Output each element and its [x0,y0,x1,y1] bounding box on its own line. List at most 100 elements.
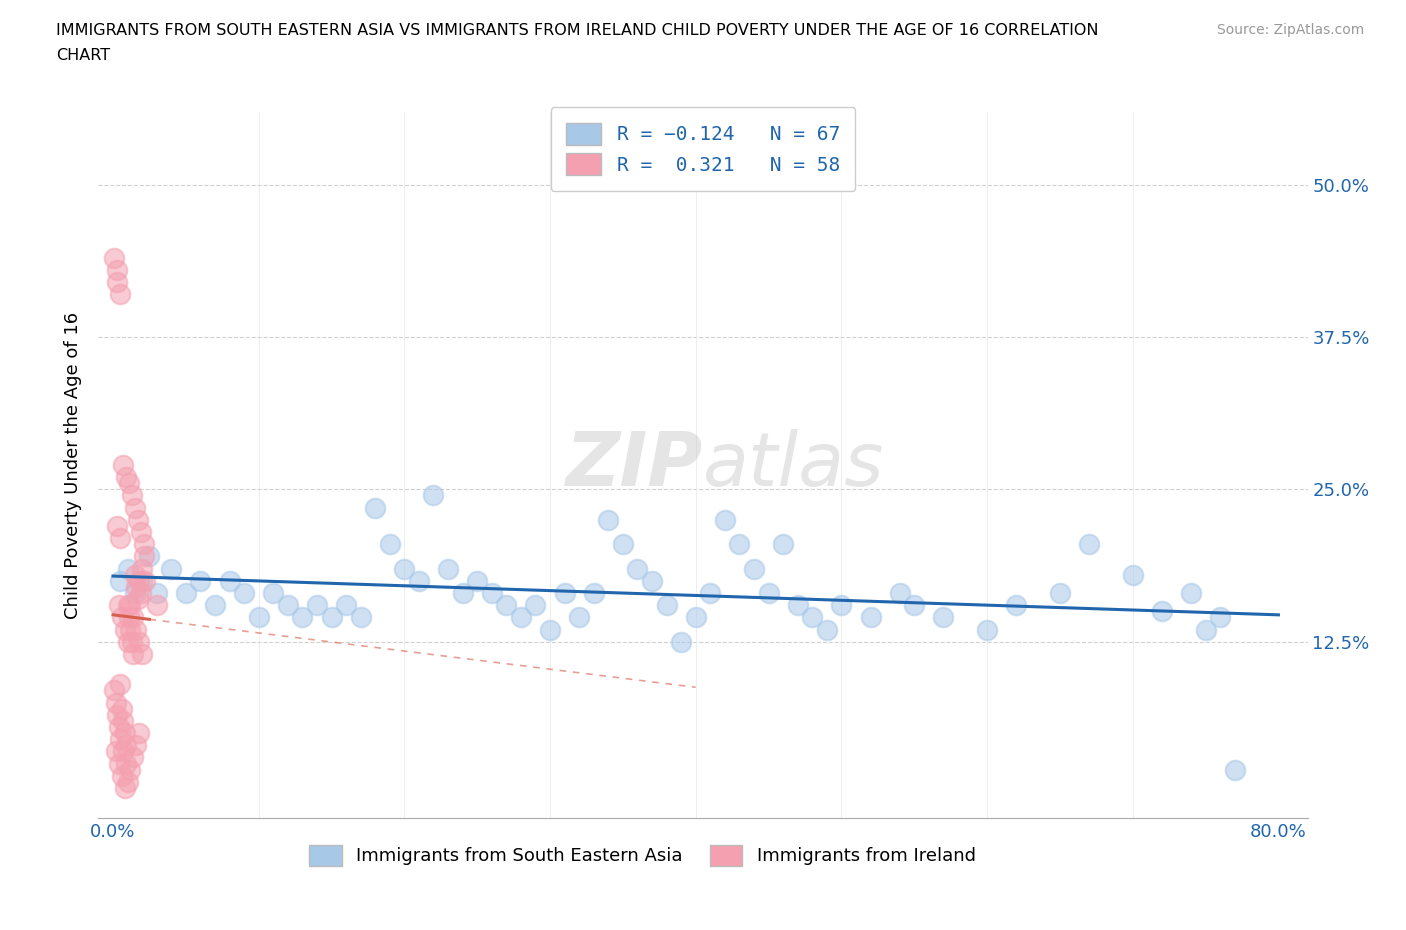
Point [118,476,141,491]
Point [128,573,150,588]
Point [626,561,648,576]
Point [465,573,488,588]
Point [830,598,852,613]
Point [699,586,721,601]
Point [103,250,125,265]
Point [122,646,145,661]
Point [120,763,142,777]
Point [118,610,141,625]
Point [105,274,128,289]
Point [1180,586,1202,601]
Point [495,598,517,613]
Point [714,512,737,527]
Point [127,591,149,606]
Point [1078,537,1101,551]
Point [685,610,707,625]
Point [204,598,226,613]
Point [105,708,128,723]
Point [108,720,131,735]
Point [1194,622,1216,637]
Point [815,622,838,637]
Point [110,531,132,546]
Point [124,500,146,515]
Point [114,780,136,795]
Point [114,622,136,637]
Point [121,634,143,649]
Point [112,458,135,472]
Point [1223,763,1246,777]
Point [114,725,136,740]
Point [481,586,503,601]
Point [112,744,135,759]
Point [120,622,142,637]
Point [112,713,135,728]
Point [131,646,153,661]
Point [554,586,576,601]
Legend: Immigrants from South Eastern Asia, Immigrants from Ireland: Immigrants from South Eastern Asia, Immi… [295,830,990,880]
Point [104,744,127,759]
Point [582,586,605,601]
Point [103,683,125,698]
Point [568,610,591,625]
Point [108,598,131,613]
Point [122,610,145,625]
Text: IMMIGRANTS FROM SOUTH EASTERN ASIA VS IMMIGRANTS FROM IRELAND CHILD POVERTY UNDE: IMMIGRANTS FROM SOUTH EASTERN ASIA VS IM… [56,23,1098,38]
Point [335,598,357,613]
Point [129,525,152,539]
Point [122,750,145,764]
Point [111,701,134,716]
Point [394,561,416,576]
Point [1150,604,1173,618]
Point [115,737,138,752]
Point [262,586,284,601]
Point [111,610,134,625]
Point [772,537,794,551]
Point [104,696,127,711]
Point [364,500,387,515]
Point [138,549,160,564]
Point [932,610,955,625]
Point [277,598,299,613]
Point [120,598,142,613]
Point [321,610,343,625]
Point [218,573,240,588]
Point [291,610,314,625]
Point [247,610,270,625]
Point [1049,586,1071,601]
Point [174,586,197,601]
Point [378,537,401,551]
Point [110,677,132,692]
Point [538,622,561,637]
Point [903,598,925,613]
Point [145,598,167,613]
Point [742,561,765,576]
Point [669,634,692,649]
Point [111,768,134,783]
Y-axis label: Child Poverty Under the Age of 16: Child Poverty Under the Age of 16 [63,312,82,618]
Point [801,610,824,625]
Point [128,634,150,649]
Point [134,573,156,588]
Text: ZIP: ZIP [565,429,703,501]
Point [117,561,139,576]
Point [105,519,128,534]
Point [655,598,678,613]
Point [108,756,131,771]
Point [128,725,150,740]
Point [1005,598,1028,613]
Point [451,586,474,601]
Point [132,549,155,564]
Point [125,622,148,637]
Point [889,586,911,601]
Point [115,756,138,771]
Point [758,586,780,601]
Point [131,573,153,588]
Point [129,586,152,601]
Point [117,775,139,790]
Point [524,598,547,613]
Point [121,488,143,503]
Point [408,573,430,588]
Point [131,561,153,576]
Point [160,561,183,576]
Point [612,537,634,551]
